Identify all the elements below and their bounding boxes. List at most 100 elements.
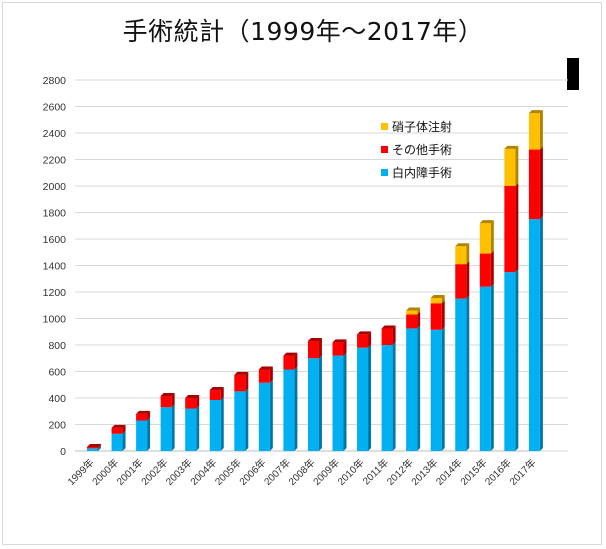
x-tick-label: 2002年 [138, 456, 170, 488]
bar-side [122, 430, 126, 451]
y-tick-label: 1400 [43, 261, 67, 273]
bar-segment [136, 420, 148, 451]
bar-segment [504, 148, 516, 186]
bar-top [430, 294, 445, 298]
x-tick-label: 2000年 [89, 456, 121, 488]
y-tick-label: 2000 [43, 181, 67, 193]
bar-top [136, 410, 151, 414]
bar-segment [479, 286, 491, 451]
bar-side [147, 417, 151, 451]
bar-segment [111, 433, 123, 451]
bar-side [294, 352, 298, 370]
bar-side [539, 110, 543, 150]
y-tick-label: 400 [48, 393, 66, 405]
bar-top [283, 352, 298, 356]
y-tick-label: 1200 [43, 287, 67, 299]
y-tick-label: 2600 [43, 102, 67, 114]
x-tick-label: 2006年 [236, 456, 268, 488]
x-tick-label: 2017年 [507, 456, 539, 488]
bar-top [381, 325, 396, 329]
bar-segment [455, 246, 467, 265]
bar-side [466, 243, 470, 265]
bar-side [490, 220, 494, 254]
x-tick-label: 2005年 [212, 456, 244, 488]
legend-swatch [381, 169, 388, 176]
x-tick-label: 2014年 [433, 456, 465, 488]
y-tick-label: 2400 [43, 128, 67, 140]
bar-segment [479, 253, 491, 287]
bar-side [441, 326, 445, 451]
legend-swatch [381, 123, 388, 130]
bar-top [479, 220, 494, 224]
bar-side [98, 444, 101, 449]
bar-segment [283, 355, 295, 370]
bar-side [171, 393, 175, 408]
bar-segment [258, 369, 270, 383]
bar-top [504, 145, 519, 149]
bar-top [111, 424, 126, 428]
y-tick-label: 800 [48, 340, 66, 352]
bar-side [392, 325, 396, 345]
bar-segment [504, 272, 516, 451]
bar-side [343, 339, 347, 356]
bar-side [98, 445, 101, 451]
bar-side [196, 405, 200, 451]
bar-segment [185, 398, 197, 409]
bar-side [441, 300, 445, 330]
x-tick-label: 2015年 [457, 456, 489, 488]
bar-side [539, 216, 543, 451]
x-axis-ticks: 1999年2000年2001年2002年2003年2004年2005年2006年… [65, 456, 539, 488]
bar-segment [406, 314, 418, 329]
bar-side [294, 366, 298, 451]
bar-segment [111, 427, 123, 434]
bar-side [368, 344, 372, 451]
bar-segment [136, 413, 148, 421]
bar-segment [307, 358, 319, 451]
bar-segment [332, 355, 344, 451]
bar-side [368, 331, 372, 348]
bar-side [490, 250, 494, 287]
bar-segment [479, 223, 491, 254]
bar-segment [357, 347, 369, 451]
y-tick-label: 200 [48, 420, 66, 432]
bar-segment [209, 399, 221, 451]
y-tick-label: 2200 [43, 155, 67, 167]
bars [87, 110, 543, 451]
x-tick-label: 2001年 [114, 456, 146, 488]
bar-segment [160, 407, 172, 451]
y-tick-label: 1800 [43, 208, 67, 220]
x-tick-label: 2003年 [163, 456, 195, 488]
bar-side [245, 371, 249, 392]
bar-side [122, 424, 126, 434]
x-tick-label: 2013年 [408, 456, 440, 488]
bar-segment [528, 113, 540, 150]
bar-segment [160, 396, 172, 408]
bar-side [220, 387, 224, 400]
x-tick-label: 2008年 [286, 456, 318, 488]
x-tick-label: 2012年 [384, 456, 416, 488]
bar-segment [528, 149, 540, 220]
bar-segment [406, 328, 418, 451]
y-axis-ticks: 0 200 400 600 800 1000 1200 1400 1600 1800 2000 220… [43, 75, 67, 458]
legend-label: 白内障手術 [392, 165, 452, 180]
bar-top [455, 243, 470, 247]
bar-side [515, 145, 519, 186]
legend-swatch [381, 146, 388, 153]
bar-segment [185, 408, 197, 451]
bar-side [147, 410, 151, 421]
bar-segment [357, 334, 369, 348]
y-tick-label: 1600 [43, 234, 67, 246]
bar-top [307, 338, 322, 342]
y-tick-label: 1000 [43, 314, 67, 326]
bar-side [269, 366, 273, 383]
bar-side [466, 295, 470, 451]
bar-segment [283, 369, 295, 451]
x-tick-label: 2007年 [261, 456, 293, 488]
bar-side [318, 338, 322, 359]
bar-side [171, 404, 175, 451]
bar-top [185, 395, 200, 398]
bar-side [515, 183, 519, 273]
bar-top [528, 110, 543, 114]
bar-segment [381, 328, 393, 345]
